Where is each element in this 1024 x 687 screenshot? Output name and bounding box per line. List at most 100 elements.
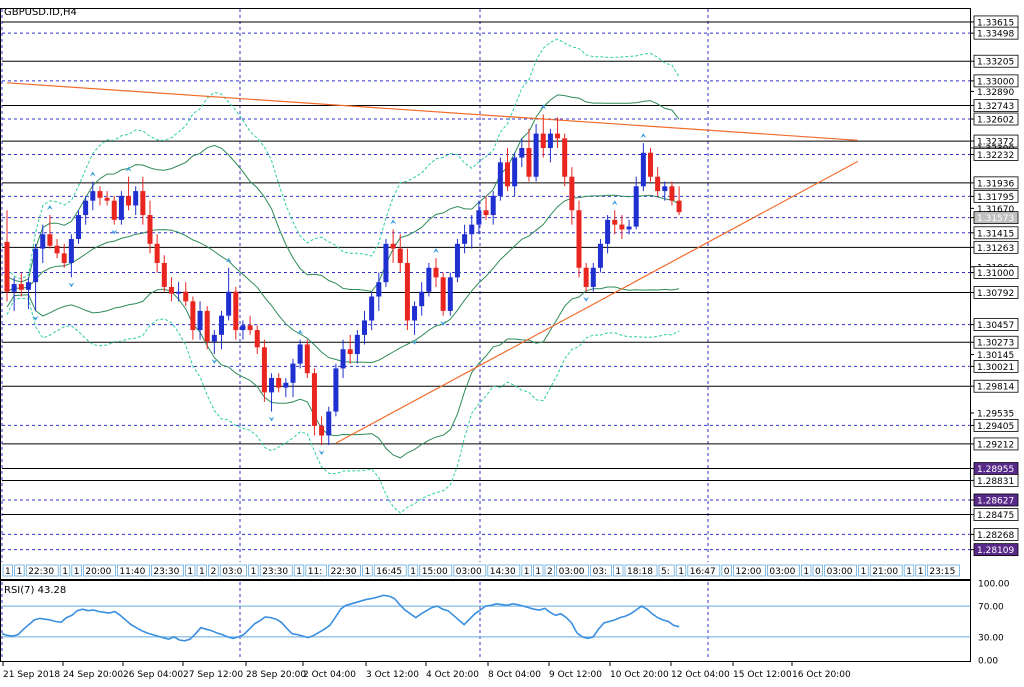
candle [54,239,60,259]
order-tag-label: 23:15 [929,567,955,577]
candle-body [204,310,210,342]
candle [490,191,496,225]
candle [68,234,74,278]
candle [612,210,618,235]
order-tag-box [248,564,259,577]
order-tag-label: 15:00 [422,567,448,577]
price-label: 1.31670 [977,205,1014,215]
order-tag-box [83,564,116,577]
candle-body [619,224,625,230]
candle [483,195,489,220]
price-label-box [973,189,1019,203]
order-tag-box [533,564,544,577]
candle-body [533,133,539,177]
candle [462,224,468,254]
candle-body [369,296,375,321]
order-tag-box [556,564,589,577]
order-tag-label: 1 [296,567,302,577]
order-tag-box [2,564,14,577]
candle-body [605,219,611,244]
price-label-box [973,419,1019,432]
candle-body [390,243,396,249]
candle-body [140,191,146,216]
trendlines-layer[interactable] [6,82,859,444]
candle-body [462,234,468,244]
order-tag-label: 23:30 [262,567,288,577]
price-label: 1.28831 [977,477,1014,487]
order-tag-label: 2 [547,567,553,577]
order-tag-label: 03:00 [559,567,585,577]
candle [369,291,375,331]
candle-body [111,200,117,220]
price-label: 1.32890 [977,88,1014,98]
fractal-down-arrow [111,229,118,235]
bollinger-outer-lower-line [6,297,680,514]
candle-body [519,147,525,158]
candle-body [104,197,110,201]
candle [497,157,503,201]
candle [426,262,432,297]
candle [655,167,661,196]
price-label-box [973,318,1019,332]
order-tag-label: 1 [535,567,541,577]
candle-body [297,344,303,364]
candle [83,195,89,225]
order-tag-label: 1 [524,567,530,577]
price-label-box [973,54,1019,68]
candle [419,282,425,316]
fractal-up-arrow [611,200,618,206]
candle [583,262,589,292]
candle-body [47,234,53,246]
rsi-axis-label: 100.00 [978,580,1010,590]
candle-body [419,291,425,307]
candle-body [648,152,653,177]
candle-body [505,162,510,187]
candle-body [555,133,561,139]
order-tag-box [293,564,305,577]
price-label: 1.32232 [977,151,1014,161]
price-label-box [973,74,1019,88]
rsi-panel-frame [0,580,971,662]
candle [304,339,310,378]
order-tag-label: 1 [187,567,193,577]
fractal-up-arrow [390,219,397,225]
fractal-up-arrow [640,133,647,139]
price-label: 1.29814 [977,383,1014,393]
candle-body [354,334,360,355]
price-label-box [973,148,1019,161]
candle-body [583,267,589,287]
time-label: 4 Oct 20:00 [426,670,479,680]
fractal-up-arrow [46,205,53,211]
fractal-up-arrow [225,257,232,263]
order-tag-box [903,564,915,577]
order-tag-box [927,564,960,577]
order-tag-label: 14:30 [490,567,516,577]
order-tag-label: 23:30 [153,567,179,577]
order-tag-label: 16:47 [690,567,716,577]
candle-body [11,284,17,292]
candle-body [4,241,10,292]
order-tag-box [624,564,658,577]
price-label-box [973,379,1019,393]
candle-body [433,267,439,278]
candle [333,363,339,417]
candle-body [254,330,260,348]
candle [176,282,182,302]
candle-body [161,262,167,287]
candle-body [168,286,174,294]
candle-body [412,306,418,321]
price-label: 1.32602 [977,116,1014,126]
order-tag-box [658,564,675,577]
candle-body [311,373,317,426]
candle [533,124,539,182]
order-tag-box [521,564,532,577]
order-tag-label: 20:00 [85,567,111,577]
candle-body [154,243,160,263]
rsi-axis-label: 0.00 [978,657,998,667]
candle [147,200,153,254]
candle [397,234,403,273]
candle-body [211,334,217,342]
